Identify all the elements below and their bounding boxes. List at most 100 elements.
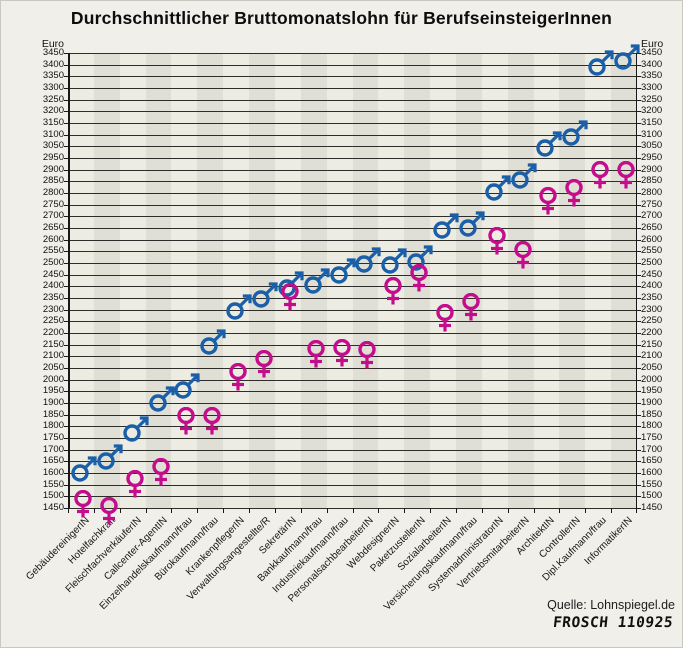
column-stripe bbox=[68, 53, 94, 508]
y-tick-label-right: 2950 bbox=[641, 152, 663, 163]
female-symbol bbox=[563, 178, 585, 214]
y-tick-label-left: 3350 bbox=[42, 70, 64, 82]
column-stripe bbox=[197, 53, 224, 508]
y-tick-label-right: 1700 bbox=[641, 443, 663, 455]
y-axis-right bbox=[635, 53, 637, 508]
y-tick-label-left: 2500 bbox=[42, 257, 64, 268]
y-gridline bbox=[68, 391, 637, 393]
male-symbol bbox=[587, 49, 615, 82]
y-tick-label-right: 2200 bbox=[641, 327, 663, 338]
y-tick-mark-right bbox=[637, 204, 641, 206]
y-tick-label-left: 2550 bbox=[42, 245, 64, 257]
y-tick-mark-right bbox=[637, 309, 641, 311]
y-tick-mark-right bbox=[637, 146, 641, 148]
y-tick-label-left: 2650 bbox=[42, 222, 64, 233]
y-tick-label-right: 2550 bbox=[641, 245, 663, 257]
y-tick-mark-left bbox=[64, 414, 68, 416]
y-gridline bbox=[68, 438, 637, 439]
y-tick-label-left: 3100 bbox=[42, 128, 64, 140]
y-tick-mark-right bbox=[637, 333, 641, 334]
y-tick-label-left: 2300 bbox=[42, 303, 64, 315]
female-symbol bbox=[486, 226, 508, 262]
y-tick-mark-right bbox=[637, 438, 641, 439]
y-tick-mark-right bbox=[637, 181, 641, 183]
x-tick-mark bbox=[249, 508, 251, 513]
y-tick-label-right: 2250 bbox=[641, 315, 663, 327]
y-tick-label-right: 2100 bbox=[641, 350, 663, 362]
y-gridline bbox=[68, 379, 637, 381]
y-tick-label-right: 3400 bbox=[641, 58, 663, 70]
y-tick-label-right: 2450 bbox=[641, 268, 663, 280]
y-tick-mark-right bbox=[637, 88, 641, 89]
y-gridline bbox=[68, 193, 637, 194]
y-tick-mark-left bbox=[64, 473, 68, 474]
y-gridline bbox=[68, 169, 637, 171]
y-tick-mark-right bbox=[637, 426, 641, 428]
y-tick-label-right: 1950 bbox=[641, 385, 663, 397]
y-gridline bbox=[68, 158, 637, 159]
x-tick-mark bbox=[145, 508, 147, 513]
y-tick-label-left: 1850 bbox=[42, 408, 64, 420]
x-tick-mark bbox=[533, 508, 535, 513]
y-tick-label-left: 3250 bbox=[42, 93, 64, 105]
x-tick-mark bbox=[93, 508, 95, 513]
y-tick-label-left: 3050 bbox=[42, 140, 64, 152]
y-tick-mark-right bbox=[637, 123, 641, 124]
female-symbol bbox=[253, 349, 275, 385]
y-gridline bbox=[68, 321, 637, 323]
y-tick-mark-left bbox=[64, 391, 68, 393]
y-tick-label-left: 2600 bbox=[42, 233, 64, 245]
y-gridline bbox=[68, 356, 637, 358]
y-tick-label-left: 2100 bbox=[42, 350, 64, 362]
y-tick-mark-right bbox=[637, 344, 641, 346]
male-symbol bbox=[70, 455, 98, 488]
y-tick-label-left: 2900 bbox=[42, 163, 64, 175]
y-tick-label-left: 2350 bbox=[42, 292, 64, 303]
y-gridline bbox=[68, 426, 637, 428]
y-tick-label-right: 1750 bbox=[641, 432, 663, 443]
y-tick-mark-right bbox=[637, 263, 641, 264]
female-symbol bbox=[331, 338, 353, 374]
y-tick-label-right: 1900 bbox=[641, 397, 663, 408]
x-tick-mark bbox=[404, 508, 406, 513]
x-tick-mark bbox=[119, 508, 121, 513]
y-gridline bbox=[68, 239, 637, 241]
y-gridline bbox=[68, 216, 637, 218]
female-symbol bbox=[124, 470, 146, 505]
y-tick-mark-left bbox=[64, 228, 68, 229]
female-symbol bbox=[382, 276, 404, 312]
y-tick-mark-right bbox=[637, 111, 641, 113]
y-tick-label-left: 1800 bbox=[42, 420, 64, 432]
y-gridline bbox=[68, 484, 637, 486]
y-tick-label-right: 2700 bbox=[641, 210, 663, 222]
y-tick-mark-right bbox=[637, 484, 641, 486]
y-axis-unit-left: Euro bbox=[41, 38, 64, 50]
y-tick-mark-left bbox=[64, 76, 68, 78]
x-tick-mark bbox=[455, 508, 457, 513]
y-tick-label-left: 2050 bbox=[42, 362, 64, 373]
male-symbol bbox=[613, 43, 641, 76]
y-gridline bbox=[68, 146, 637, 148]
y-tick-mark-left bbox=[64, 134, 68, 136]
y-tick-label-right: 2800 bbox=[641, 187, 663, 198]
y-gridline bbox=[68, 333, 637, 334]
male-symbol bbox=[510, 162, 538, 195]
y-gridline bbox=[68, 228, 637, 229]
y-tick-mark-right bbox=[637, 368, 641, 369]
y-tick-label-right: 3100 bbox=[641, 128, 663, 140]
female-symbol bbox=[227, 362, 249, 398]
y-gridline bbox=[68, 134, 637, 136]
y-tick-mark-left bbox=[64, 99, 68, 101]
male-symbol bbox=[329, 257, 357, 290]
male-symbol bbox=[406, 244, 434, 277]
y-gridline bbox=[68, 181, 637, 183]
x-tick-mark bbox=[507, 508, 509, 513]
y-tick-label-left: 2450 bbox=[42, 268, 64, 280]
y-tick-mark-left bbox=[64, 181, 68, 183]
y-tick-label-right: 2900 bbox=[641, 163, 663, 175]
y-tick-label-left: 2150 bbox=[42, 338, 64, 350]
y-tick-label-left: 2200 bbox=[42, 327, 64, 338]
column-stripe bbox=[481, 53, 508, 508]
column-stripe bbox=[223, 53, 250, 508]
y-tick-label-right: 2000 bbox=[641, 373, 663, 385]
